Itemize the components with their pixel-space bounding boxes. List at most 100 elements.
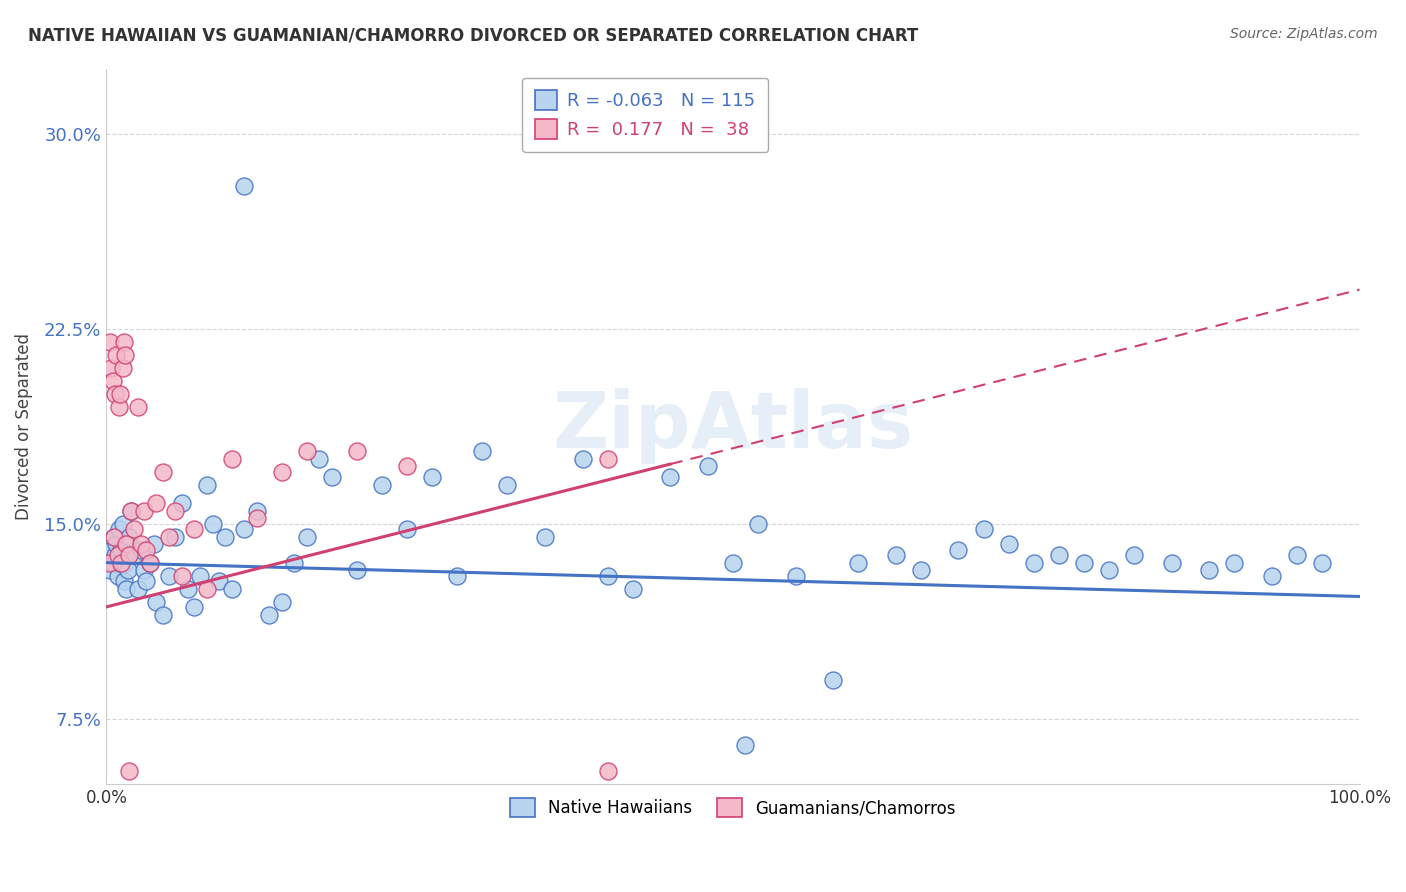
Point [973,522,995,536]
Point [132,564,155,578]
Point [396,459,419,474]
Point [177,582,200,596]
Point [132,503,155,517]
Point [139,556,162,570]
Point [1122,548,1144,562]
Point [246,511,269,525]
Point [1160,556,1182,570]
Point [321,470,343,484]
Point [112,334,135,349]
Point [396,522,419,536]
Point [145,496,167,510]
Point [127,400,149,414]
Point [111,516,134,531]
Point [823,673,845,687]
Point [997,537,1019,551]
Point [1098,564,1121,578]
Point [188,568,211,582]
Point [183,522,205,536]
Point [114,348,136,362]
Point [1073,556,1095,570]
Point [295,443,318,458]
Point [534,530,557,544]
Point [152,607,174,622]
Point [221,451,243,466]
Point [1261,568,1284,582]
Point [97,556,120,570]
Point [127,582,149,596]
Point [118,530,141,544]
Point [98,334,121,349]
Point [596,764,619,778]
Point [101,374,124,388]
Point [308,451,330,466]
Point [910,564,932,578]
Point [201,516,224,531]
Point [110,542,132,557]
Point [110,556,132,570]
Text: NATIVE HAWAIIAN VS GUAMANIAN/CHAMORRO DIVORCED OR SEPARATED CORRELATION CHART: NATIVE HAWAIIAN VS GUAMANIAN/CHAMORRO DI… [28,27,918,45]
Point [104,548,127,562]
Point [108,556,131,570]
Point [170,568,193,582]
Point [98,564,121,578]
Point [131,542,153,557]
Point [122,548,145,562]
Point [105,537,128,551]
Point [747,516,769,531]
Point [165,530,187,544]
Point [420,470,443,484]
Point [103,530,125,544]
Point [1022,556,1045,570]
Point [259,607,281,622]
Point [270,595,292,609]
Point [371,477,394,491]
Point [596,451,619,466]
Point [884,548,907,562]
Point [143,537,166,551]
Point [346,564,368,578]
Point [107,568,129,582]
Point [115,582,138,596]
Point [233,522,256,536]
Point [111,360,134,375]
Point [446,568,468,582]
Point [246,503,269,517]
Point [195,477,218,491]
Point [621,582,644,596]
Point [571,451,593,466]
Point [120,503,142,517]
Point [221,582,243,596]
Point [145,595,167,609]
Point [100,542,122,557]
Point [496,477,519,491]
Point [117,564,139,578]
Point [734,738,756,752]
Point [659,470,682,484]
Point [115,537,138,551]
Point [122,522,145,536]
Point [346,443,368,458]
Point [1285,548,1308,562]
Point [208,574,231,588]
Point [596,568,619,582]
Point [721,556,744,570]
Y-axis label: Divorced or Separated: Divorced or Separated [15,333,32,520]
Point [846,556,869,570]
Text: ZipAtlas: ZipAtlas [553,388,914,464]
Point [157,530,180,544]
Point [295,530,318,544]
Point [157,568,180,582]
Point [270,465,292,479]
Point [112,574,135,588]
Point [183,599,205,614]
Point [135,542,157,557]
Point [1047,548,1070,562]
Point [114,556,136,570]
Point [152,465,174,479]
Point [101,556,124,570]
Point [785,568,807,582]
Point [471,443,494,458]
Legend: Native Hawaiians, Guamanians/Chamorros: Native Hawaiians, Guamanians/Chamorros [502,790,965,825]
Point [118,764,141,778]
